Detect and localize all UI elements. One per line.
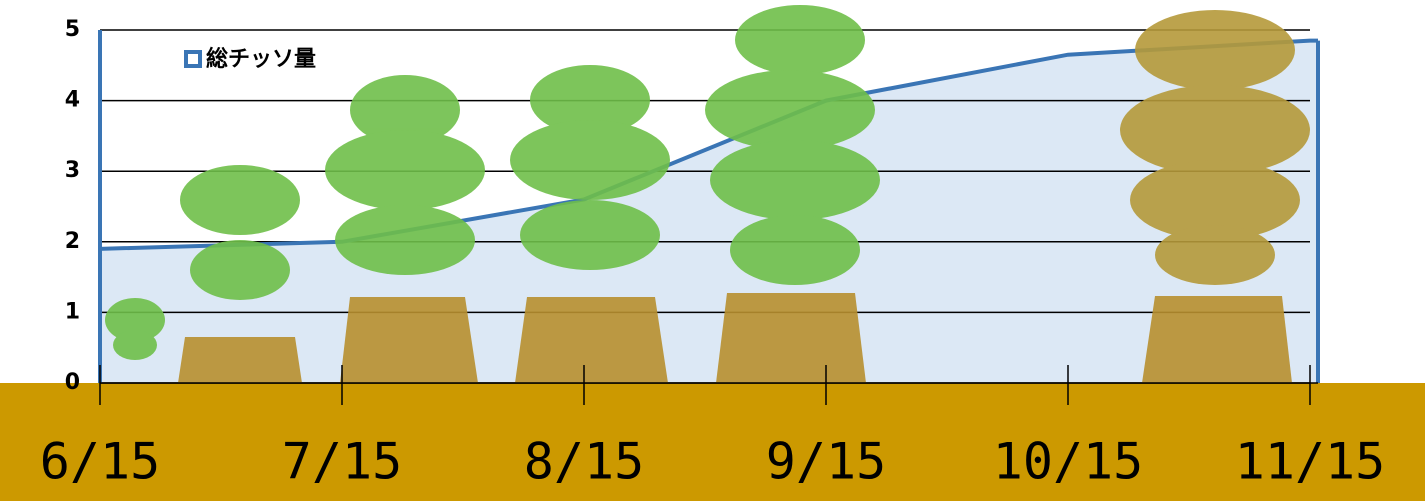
- x-tick-label: 11/15: [1235, 433, 1386, 491]
- x-tick-label: 7/15: [282, 433, 402, 491]
- legend-swatch: [184, 50, 202, 68]
- y-tick-label: 0: [65, 370, 80, 395]
- x-tick-label: 6/15: [40, 433, 160, 491]
- y-tick-label: 1: [65, 299, 80, 324]
- y-tick-label: 4: [65, 88, 80, 113]
- ground: [0, 383, 1425, 501]
- y-tick-label: 3: [65, 158, 80, 183]
- y-tick-label: 2: [65, 229, 80, 254]
- y-tick-label: 5: [65, 17, 80, 42]
- plants: [105, 5, 1310, 383]
- x-tick-label: 9/15: [766, 433, 886, 491]
- legend-label: 総チッソ量: [206, 46, 316, 72]
- x-tick-label: 10/15: [993, 433, 1144, 491]
- x-tick-label: 8/15: [524, 433, 644, 491]
